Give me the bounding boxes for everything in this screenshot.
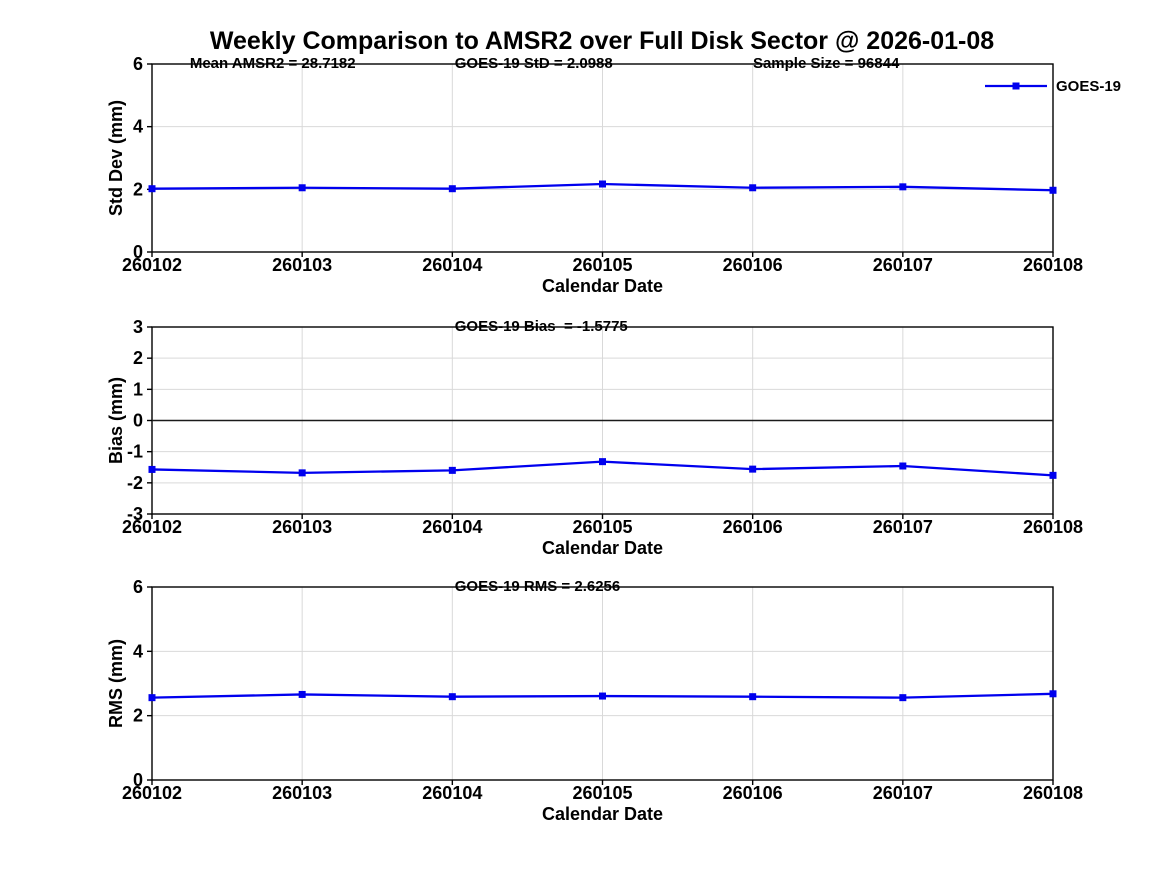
data-point-marker (599, 458, 606, 466)
data-point-marker (599, 692, 606, 700)
data-point-marker (899, 462, 907, 470)
y-axis-label: Std Dev (mm) (106, 100, 126, 216)
subplot-std-dev: 0 2 4 6 260102 260103 260104 260105 260106 260107… (106, 54, 1121, 296)
legend-label: GOES-19 (1056, 78, 1121, 95)
legend: GOES-19 (985, 78, 1121, 95)
x-tick-label: 260106 (723, 517, 783, 537)
y-tick-label: 3 (133, 317, 143, 337)
x-tick-label: 260104 (422, 255, 482, 275)
y-tick-label: 6 (133, 577, 143, 597)
x-tick-label: 260102 (122, 783, 182, 803)
data-point-marker (899, 694, 907, 702)
x-axis-label: Calendar Date (542, 804, 663, 824)
annotation: Mean AMSR2 = 28.7182 (190, 55, 356, 72)
x-tick-label: 260105 (572, 517, 632, 537)
y-tick-label: 6 (133, 54, 143, 74)
data-point-marker (1049, 690, 1057, 698)
x-axis-label: Calendar Date (542, 538, 663, 558)
y-tick-label: 0 (133, 411, 143, 431)
y-tick-label: 0 (133, 242, 143, 262)
annotation: GOES-19 StD = 2.0988 (455, 55, 613, 72)
y-tick-label: -3 (127, 504, 143, 524)
x-tick-label: 260102 (122, 517, 182, 537)
data-point-marker (599, 180, 606, 188)
data-point-marker (749, 465, 757, 473)
data-point-marker (298, 184, 306, 192)
data-point-marker (448, 466, 456, 474)
y-tick-label: 2 (133, 348, 143, 368)
x-axis-label: Calendar Date (542, 276, 663, 296)
x-tick-label: 260107 (873, 783, 933, 803)
annotation: GOES-19 RMS = 2.6256 (455, 578, 620, 595)
annotation: GOES-19 Bias = -1.5775 (455, 318, 628, 335)
x-tick-label: 260108 (1023, 517, 1083, 537)
y-tick-label: -2 (127, 473, 143, 493)
data-point-marker (148, 185, 156, 193)
x-tick-label: 260105 (572, 783, 632, 803)
y-tick-label: 4 (133, 117, 143, 137)
figure-title: Weekly Comparison to AMSR2 over Full Dis… (210, 27, 994, 55)
data-point-marker (1049, 471, 1057, 479)
data-point-marker (148, 694, 156, 702)
data-point-marker (749, 693, 757, 701)
y-tick-label: 1 (133, 379, 143, 399)
y-tick-label: 0 (133, 770, 143, 790)
y-tick-label: 4 (133, 641, 143, 661)
data-point-marker (148, 465, 156, 473)
y-tick-label: 2 (133, 706, 143, 726)
x-tick-label: 260106 (723, 255, 783, 275)
data-point-marker (1049, 186, 1057, 194)
x-tick-label: 260106 (723, 783, 783, 803)
data-point-marker (749, 184, 757, 192)
x-tick-label: 260102 (122, 255, 182, 275)
annotation: Sample Size = 96844 (753, 55, 900, 72)
data-point-marker (298, 469, 306, 477)
data-point-marker (899, 183, 907, 191)
x-tick-label: 260108 (1023, 783, 1083, 803)
subplot-bias: -3 -2 -1 0 1 2 3 260102 260103 260104 260105 260106… (106, 317, 1083, 558)
x-tick-label: 260103 (272, 783, 332, 803)
data-point-marker (448, 185, 456, 193)
y-tick-label: -1 (127, 442, 143, 462)
data-point-marker (298, 690, 306, 698)
y-axis-label: RMS (mm) (106, 639, 126, 728)
legend-marker (1012, 82, 1020, 90)
y-axis-label: Bias (mm) (106, 377, 126, 464)
data-point-marker (448, 693, 456, 701)
x-tick-label: 260107 (873, 517, 933, 537)
y-tick-label: 2 (133, 179, 143, 199)
subplot-rms: 0 2 4 6 260102 260103 260104 260105 260106 260107… (106, 577, 1083, 824)
x-tick-label: 260108 (1023, 255, 1083, 275)
x-tick-label: 260104 (422, 517, 482, 537)
x-tick-label: 260104 (422, 783, 482, 803)
x-tick-label: 260107 (873, 255, 933, 275)
x-tick-label: 260103 (272, 517, 332, 537)
x-tick-label: 260103 (272, 255, 332, 275)
x-tick-label: 260105 (572, 255, 632, 275)
